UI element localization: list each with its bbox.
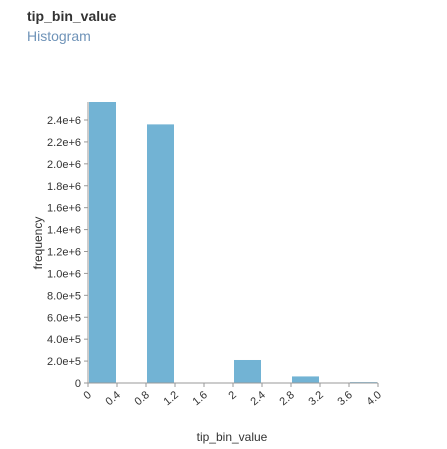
y-tick-label: 6.0e+5 (47, 312, 81, 324)
x-tick-label: 4.0 (364, 389, 383, 408)
x-tick-label: 0.8 (132, 389, 151, 408)
x-tick-label: 1.6 (190, 389, 209, 408)
chart-title: tip_bin_value (27, 8, 117, 24)
bars-layer (89, 102, 377, 384)
y-tick-label: 1.4e+6 (47, 225, 81, 237)
x-axis-label: tip_bin_value (197, 430, 268, 444)
y-tick-label: 1.8e+6 (47, 181, 81, 193)
x-tick-label: 2 (227, 389, 239, 402)
x-tick-label: 0 (82, 389, 94, 402)
histogram-bar[interactable] (147, 124, 174, 383)
histogram-bar[interactable] (89, 102, 116, 383)
x-tick-label: 2.8 (277, 389, 296, 408)
chart-subtitle: Histogram (27, 28, 91, 44)
x-tick-label: 0.4 (103, 389, 122, 408)
y-tick-label: 8.0e+5 (47, 290, 81, 302)
histogram-bar[interactable] (234, 359, 261, 383)
y-tick-label: 4.0e+5 (47, 334, 81, 346)
x-axis: 0 0.4 0.8 1.2 1.6 2 2.4 2.8 3.2 3.6 4.0 (82, 382, 384, 408)
y-axis-label: frequency (31, 217, 45, 270)
y-tick-label: 2.2e+6 (47, 137, 81, 149)
y-tick-label: 0 (75, 378, 81, 390)
y-tick-label: 2.4e+6 (47, 115, 81, 127)
y-tick-label: 2.0e+5 (47, 356, 81, 368)
chart-header: tip_bin_value Histogram (27, 6, 116, 46)
x-tick-label: 2.4 (248, 389, 267, 408)
y-tick-label: 2.0e+6 (47, 159, 81, 171)
x-tick-label: 3.2 (306, 389, 325, 408)
x-tick-label: 1.2 (161, 389, 180, 408)
y-tick-label: 1.6e+6 (47, 203, 81, 215)
y-axis: 0 2.0e+5 4.0e+5 6.0e+5 8.0e+5 1.0e+6 1.2e+6 1.4… (47, 102, 89, 390)
histogram-bar[interactable] (292, 376, 319, 383)
x-tick-label: 3.6 (335, 389, 354, 408)
y-tick-label: 1.2e+6 (47, 247, 81, 259)
y-tick-label: 1.0e+6 (47, 268, 81, 280)
